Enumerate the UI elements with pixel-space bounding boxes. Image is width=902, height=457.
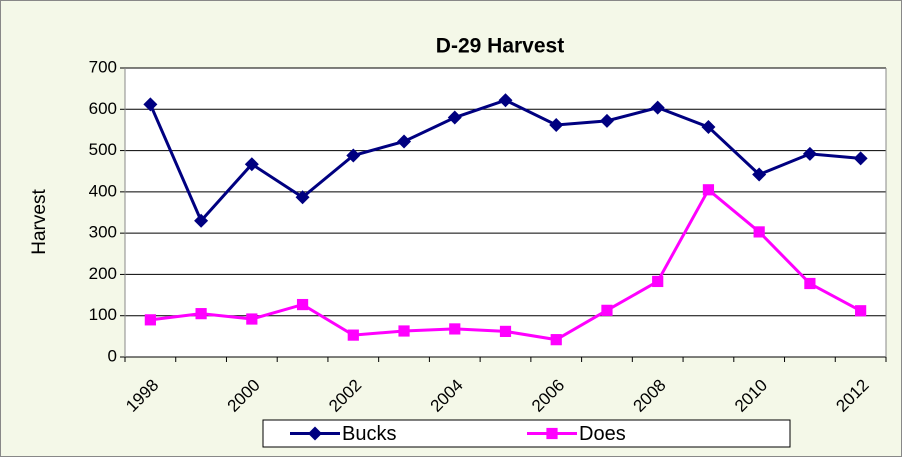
marker (246, 313, 258, 325)
marker (295, 190, 310, 205)
marker (853, 151, 868, 166)
marker (802, 146, 817, 161)
marker (652, 275, 664, 288)
marker (195, 308, 207, 320)
marker (447, 110, 462, 125)
marker (499, 325, 512, 338)
y-tick-label: 700 (89, 57, 117, 76)
y-tick-label: 200 (89, 264, 117, 283)
legend-label: Bucks (342, 423, 396, 445)
y-tick-label: 500 (89, 140, 117, 159)
marker (804, 277, 816, 290)
marker (753, 226, 765, 238)
marker (144, 314, 156, 326)
plot-area (125, 68, 886, 357)
marker (855, 305, 867, 317)
marker (701, 120, 716, 135)
y-tick-label: 400 (89, 181, 117, 200)
chart-title: D-29 Harvest (436, 35, 564, 58)
marker (449, 323, 461, 335)
marker (599, 113, 614, 128)
marker (752, 167, 767, 182)
y-tick-label: 0 (108, 346, 117, 365)
legend-label: Does (579, 423, 626, 445)
marker (143, 97, 158, 112)
y-axis-label: Harvest (29, 189, 50, 255)
y-tick-label: 300 (89, 223, 117, 242)
marker (601, 304, 613, 316)
marker (308, 426, 322, 441)
marker (296, 298, 309, 311)
marker (702, 184, 715, 196)
marker (498, 93, 513, 108)
y-tick-label: 600 (89, 99, 117, 118)
marker (194, 213, 209, 228)
y-tick-label: 100 (89, 305, 117, 324)
marker (546, 427, 558, 440)
marker (550, 334, 562, 346)
marker (650, 100, 665, 115)
marker (244, 157, 259, 172)
marker (347, 329, 359, 341)
marker (398, 325, 410, 337)
legend-box (262, 419, 791, 448)
marker (346, 148, 361, 163)
marker (397, 134, 412, 149)
marker (549, 117, 564, 132)
